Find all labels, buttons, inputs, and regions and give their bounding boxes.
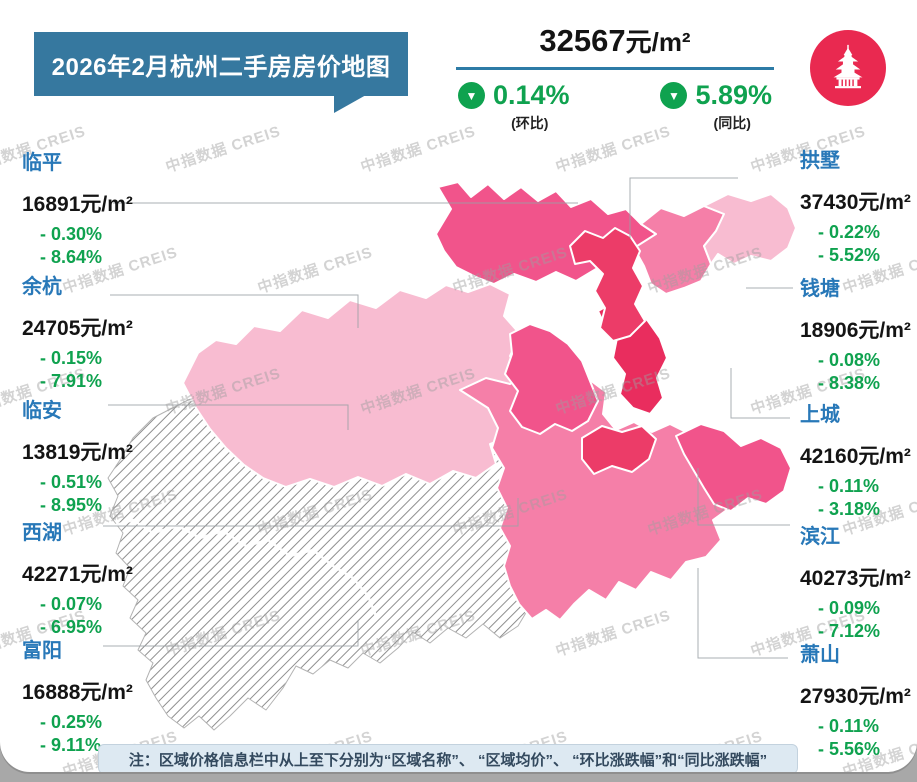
district-yoy: - 7.12%	[818, 621, 881, 641]
district-yoy: - 5.52%	[818, 245, 881, 265]
map-region-xihu	[504, 323, 599, 435]
district-name: 富阳	[22, 640, 62, 662]
leader-line-fuyang	[103, 620, 359, 647]
yoy-label: (同比)	[713, 115, 751, 131]
footnote: 注：区域价格信息栏中从上至下分别为“区域名称”、 “区域均价”、 “环比涨跌幅”…	[98, 744, 798, 772]
district-mom: - 0.07%	[40, 594, 103, 614]
hangzhou-price-map	[103, 177, 797, 731]
district-label-xiaoshan: 萧山 27930元/m² - 0.11% - 5.56%	[800, 638, 911, 761]
district-name: 萧山	[800, 644, 840, 666]
district-label-linan: 临安 13819元/m² - 0.51% - 8.95%	[22, 394, 133, 517]
district-mom: - 0.22%	[818, 222, 881, 242]
city-average-price: 32567元/m²	[452, 22, 778, 59]
map-region-qiantang-south	[675, 423, 792, 512]
district-name: 拱墅	[800, 150, 840, 172]
brand-logo	[810, 30, 886, 106]
map-region-binjiang	[581, 425, 657, 475]
mom-value: 0.14%	[493, 80, 570, 110]
city-stats: ▼ 0.14% (环比) ▼ 5.89% (同比)	[452, 70, 778, 133]
leader-line-xihu	[103, 498, 519, 527]
district-label-gongshu: 拱墅 37430元/m² - 0.22% - 5.52%	[800, 144, 911, 267]
district-name: 临安	[22, 400, 62, 422]
district-mom: - 0.30%	[40, 224, 103, 244]
leader-line-linan	[108, 404, 349, 430]
district-yoy: - 8.38%	[818, 373, 881, 393]
district-yoy: - 7.91%	[40, 371, 103, 391]
leader-line-binjiang	[697, 468, 790, 526]
page-title: 2026年2月杭州二手房房价地图	[51, 53, 391, 81]
district-label-fuyang: 富阳 16888元/m² - 0.25% - 9.11%	[22, 634, 133, 757]
district-label-yuhang: 余杭 24705元/m² - 0.15% - 7.91%	[22, 270, 133, 393]
footnote-text: 注：区域价格信息栏中从上至下分别为“区域名称”、 “区域均价”、 “环比涨跌幅”…	[128, 751, 768, 769]
district-price: 37430元/m²	[800, 191, 911, 214]
district-name: 余杭	[22, 276, 62, 298]
price-underline	[456, 67, 774, 70]
district-yoy: - 6.95%	[40, 617, 103, 637]
leader-line-xiaoshan	[697, 568, 788, 659]
city-price-value: 32567	[539, 23, 626, 58]
city-price-unit: 元/m²	[625, 27, 691, 57]
district-mom: - 0.15%	[40, 348, 103, 368]
district-price: 42271元/m²	[22, 563, 133, 586]
district-mom: - 0.09%	[818, 598, 881, 618]
district-label-xihu: 西湖 42271元/m² - 0.07% - 6.95%	[22, 516, 133, 639]
pagoda-icon	[833, 44, 863, 89]
down-arrow-icon: ▼	[458, 82, 485, 109]
district-yoy: - 8.64%	[40, 247, 103, 267]
mom-label: (环比)	[511, 115, 549, 131]
map-inner-boundary	[105, 518, 378, 617]
yoy-stat: ▼ 5.89% (同比)	[660, 80, 772, 133]
district-yoy: - 5.56%	[818, 739, 881, 759]
district-yoy: - 9.11%	[40, 735, 102, 755]
district-price: 24705元/m²	[22, 317, 133, 340]
district-label-qiantang: 钱塘 18906元/m² - 0.08% - 8.38%	[800, 272, 911, 395]
city-summary: 32567元/m² ▼ 0.14% (环比) ▼ 5.89% (同比)	[452, 22, 778, 133]
district-mom: - 0.11%	[818, 716, 880, 736]
district-mom: - 0.25%	[40, 712, 103, 732]
leader-line-gongshu	[629, 177, 738, 238]
district-label-binjiang: 滨江 40273元/m² - 0.09% - 7.12%	[800, 520, 911, 643]
district-label-linping: 临平 16891元/m² - 0.30% - 8.64%	[22, 146, 133, 269]
district-price: 16888元/m²	[22, 681, 133, 704]
district-price: 27930元/m²	[800, 685, 911, 708]
district-name: 钱塘	[800, 278, 840, 300]
district-name: 滨江	[800, 526, 840, 548]
district-name: 西湖	[22, 522, 62, 544]
mom-stat: ▼ 0.14% (环比)	[458, 80, 570, 133]
map-region-gongshu	[569, 227, 646, 342]
yoy-value: 5.89%	[695, 80, 772, 110]
title-banner: 2026年2月杭州二手房房价地图	[34, 32, 408, 113]
district-price: 18906元/m²	[800, 319, 911, 342]
down-arrow-icon: ▼	[660, 82, 688, 109]
leader-line-shangcheng	[730, 368, 790, 419]
district-name: 临平	[22, 152, 62, 174]
district-price: 40273元/m²	[800, 567, 911, 590]
district-yoy: - 8.95%	[40, 495, 103, 515]
district-price: 13819元/m²	[22, 441, 133, 464]
district-label-shangcheng: 上城 42160元/m² - 0.11% - 3.18%	[800, 398, 911, 521]
district-yoy: - 3.18%	[818, 499, 881, 519]
district-price: 42160元/m²	[800, 445, 911, 468]
district-mom: - 0.11%	[818, 476, 880, 496]
district-mom: - 0.51%	[40, 472, 103, 492]
district-mom: - 0.08%	[818, 350, 881, 370]
leader-line-yuhang	[110, 294, 359, 328]
district-name: 上城	[800, 404, 840, 426]
district-price: 16891元/m²	[22, 193, 133, 216]
map-region-qiantang-east	[703, 193, 797, 265]
map-region-qiantang	[633, 205, 725, 295]
